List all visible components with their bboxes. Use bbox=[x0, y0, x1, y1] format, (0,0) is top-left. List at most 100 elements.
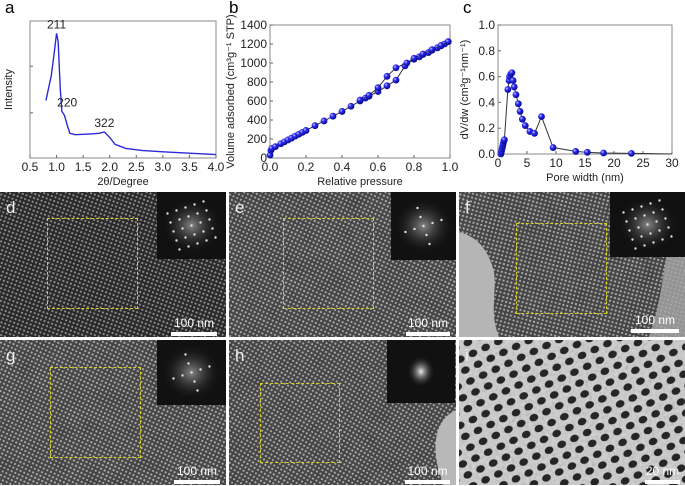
selection-box bbox=[516, 223, 607, 314]
x-axis-label: Pore width (nm) bbox=[546, 172, 624, 184]
fft-inset bbox=[391, 192, 456, 260]
fft-inset bbox=[387, 340, 455, 403]
data-point bbox=[428, 46, 436, 54]
x-tick-label: 0.4 bbox=[334, 160, 351, 174]
x-tick-label: 1.5 bbox=[75, 160, 92, 174]
data-point bbox=[531, 129, 538, 137]
panel-label-i: i bbox=[465, 346, 469, 365]
x-tick-label: 4.0 bbox=[208, 160, 225, 174]
scale-bar-label: 100 nm bbox=[407, 316, 449, 330]
data-point bbox=[504, 86, 512, 93]
fft-pattern bbox=[161, 344, 222, 401]
data-point bbox=[500, 136, 508, 144]
panel-label-h: h bbox=[235, 346, 245, 365]
plot-frame-c bbox=[497, 24, 673, 155]
fft-inset bbox=[610, 192, 685, 257]
data-point bbox=[347, 102, 355, 110]
data-point bbox=[392, 76, 400, 84]
x-tick-label: 1.0 bbox=[48, 160, 65, 174]
scale-bar bbox=[645, 480, 680, 484]
scale-bar bbox=[174, 480, 220, 484]
data-point bbox=[508, 69, 516, 77]
data-point bbox=[329, 112, 337, 120]
fft-pattern bbox=[393, 198, 454, 254]
panel-label-f: f bbox=[465, 198, 470, 217]
data-point bbox=[512, 91, 520, 99]
data-point bbox=[514, 100, 522, 108]
micrograph bbox=[0, 340, 226, 485]
data-point bbox=[444, 38, 452, 46]
x-tick-label: 15 bbox=[578, 156, 592, 170]
y-tick-label: 0.8 bbox=[478, 44, 495, 58]
selection-box bbox=[47, 218, 138, 309]
data-point bbox=[419, 50, 427, 58]
x-tick-label: 3.0 bbox=[155, 160, 172, 174]
scale-bar-label: 100 nm bbox=[634, 313, 676, 327]
scale-bar bbox=[405, 480, 450, 484]
charts: 0.5 1.0 1.5 2.0 2.5 3.0 3.5 4.0 2θ/Degree Intensi… bbox=[3, 14, 679, 188]
y-tick-label: 0.6 bbox=[478, 70, 495, 84]
x-tick-label: 0.5 bbox=[22, 160, 39, 174]
y-axis-label: dV/dw (cm³g⁻¹nm⁻¹) bbox=[459, 40, 471, 140]
data-point bbox=[403, 59, 411, 67]
panel-label-e: e bbox=[235, 198, 245, 217]
x-tick-label: 30 bbox=[665, 156, 679, 170]
panel-label-g: g bbox=[6, 346, 16, 365]
tem-image-g: g 100 nm bbox=[0, 340, 226, 485]
data-point bbox=[383, 72, 391, 80]
scale-bar-label: 100 nm bbox=[173, 316, 215, 330]
selection-box bbox=[283, 218, 374, 309]
peak-label: 211 bbox=[47, 18, 66, 32]
peak-label: 220 bbox=[57, 96, 77, 110]
x-tick-label: 5 bbox=[524, 156, 531, 170]
x-tick-label: 0.0 bbox=[262, 160, 279, 174]
tem-image-d: d 100 nm bbox=[0, 192, 226, 337]
panel-label-d: d bbox=[6, 198, 16, 217]
scale-bar-label: 20 nm bbox=[645, 464, 680, 478]
fft-pattern bbox=[407, 355, 435, 388]
fft-inset bbox=[157, 192, 226, 259]
scale-bar-label: 100 nm bbox=[407, 464, 448, 478]
x-tick-label: 25 bbox=[636, 156, 650, 170]
x-tick-label: 0.2 bbox=[298, 160, 315, 174]
data-point bbox=[572, 148, 580, 155]
data-point bbox=[302, 127, 310, 134]
panel-label-c: c bbox=[463, 0, 472, 17]
fft-pattern bbox=[161, 197, 222, 254]
data-point bbox=[311, 122, 319, 130]
fft-inset bbox=[157, 340, 226, 405]
y-tick-label: 0.0 bbox=[478, 147, 495, 161]
data-point bbox=[320, 117, 328, 125]
data-point bbox=[600, 149, 607, 157]
scale-bar bbox=[631, 329, 679, 333]
fft-pattern bbox=[617, 196, 678, 253]
x-tick-label: 2.5 bbox=[128, 160, 145, 174]
y-tick-label: 200 bbox=[247, 132, 267, 146]
plot-frame-b bbox=[269, 24, 451, 159]
series-line bbox=[45, 33, 217, 156]
x-tick-label: 2.0 bbox=[101, 160, 118, 174]
data-point bbox=[365, 91, 373, 99]
y-tick-label: 1.0 bbox=[478, 18, 495, 32]
y-axis-label: Volume adsorbed (cm³g⁻¹ STP) bbox=[225, 14, 237, 168]
y-tick-label: 400 bbox=[247, 113, 267, 127]
data-point bbox=[518, 115, 526, 123]
selection-box bbox=[260, 383, 340, 463]
panel-label-b: b bbox=[229, 0, 239, 17]
x-tick-label: 10 bbox=[549, 156, 563, 170]
y-tick-label: 600 bbox=[247, 94, 267, 108]
x-tick-label: 1.0 bbox=[442, 160, 459, 174]
y-tick-label: 0.4 bbox=[478, 95, 495, 109]
data-point bbox=[628, 149, 635, 157]
x-tick-label: 3.5 bbox=[181, 160, 198, 174]
y-tick-label: 1200 bbox=[240, 37, 267, 51]
tem-image-f: f 100 nm bbox=[459, 192, 685, 337]
y-tick-label: 800 bbox=[247, 75, 267, 89]
tem-image-h: h 100 nm bbox=[229, 340, 456, 485]
data-point bbox=[509, 77, 517, 84]
scale-bar-label: 100 nm bbox=[176, 464, 218, 478]
tem-image-e: e 100 nm bbox=[229, 192, 456, 337]
data-point bbox=[392, 64, 400, 72]
y-tick-label: 1400 bbox=[240, 18, 267, 32]
